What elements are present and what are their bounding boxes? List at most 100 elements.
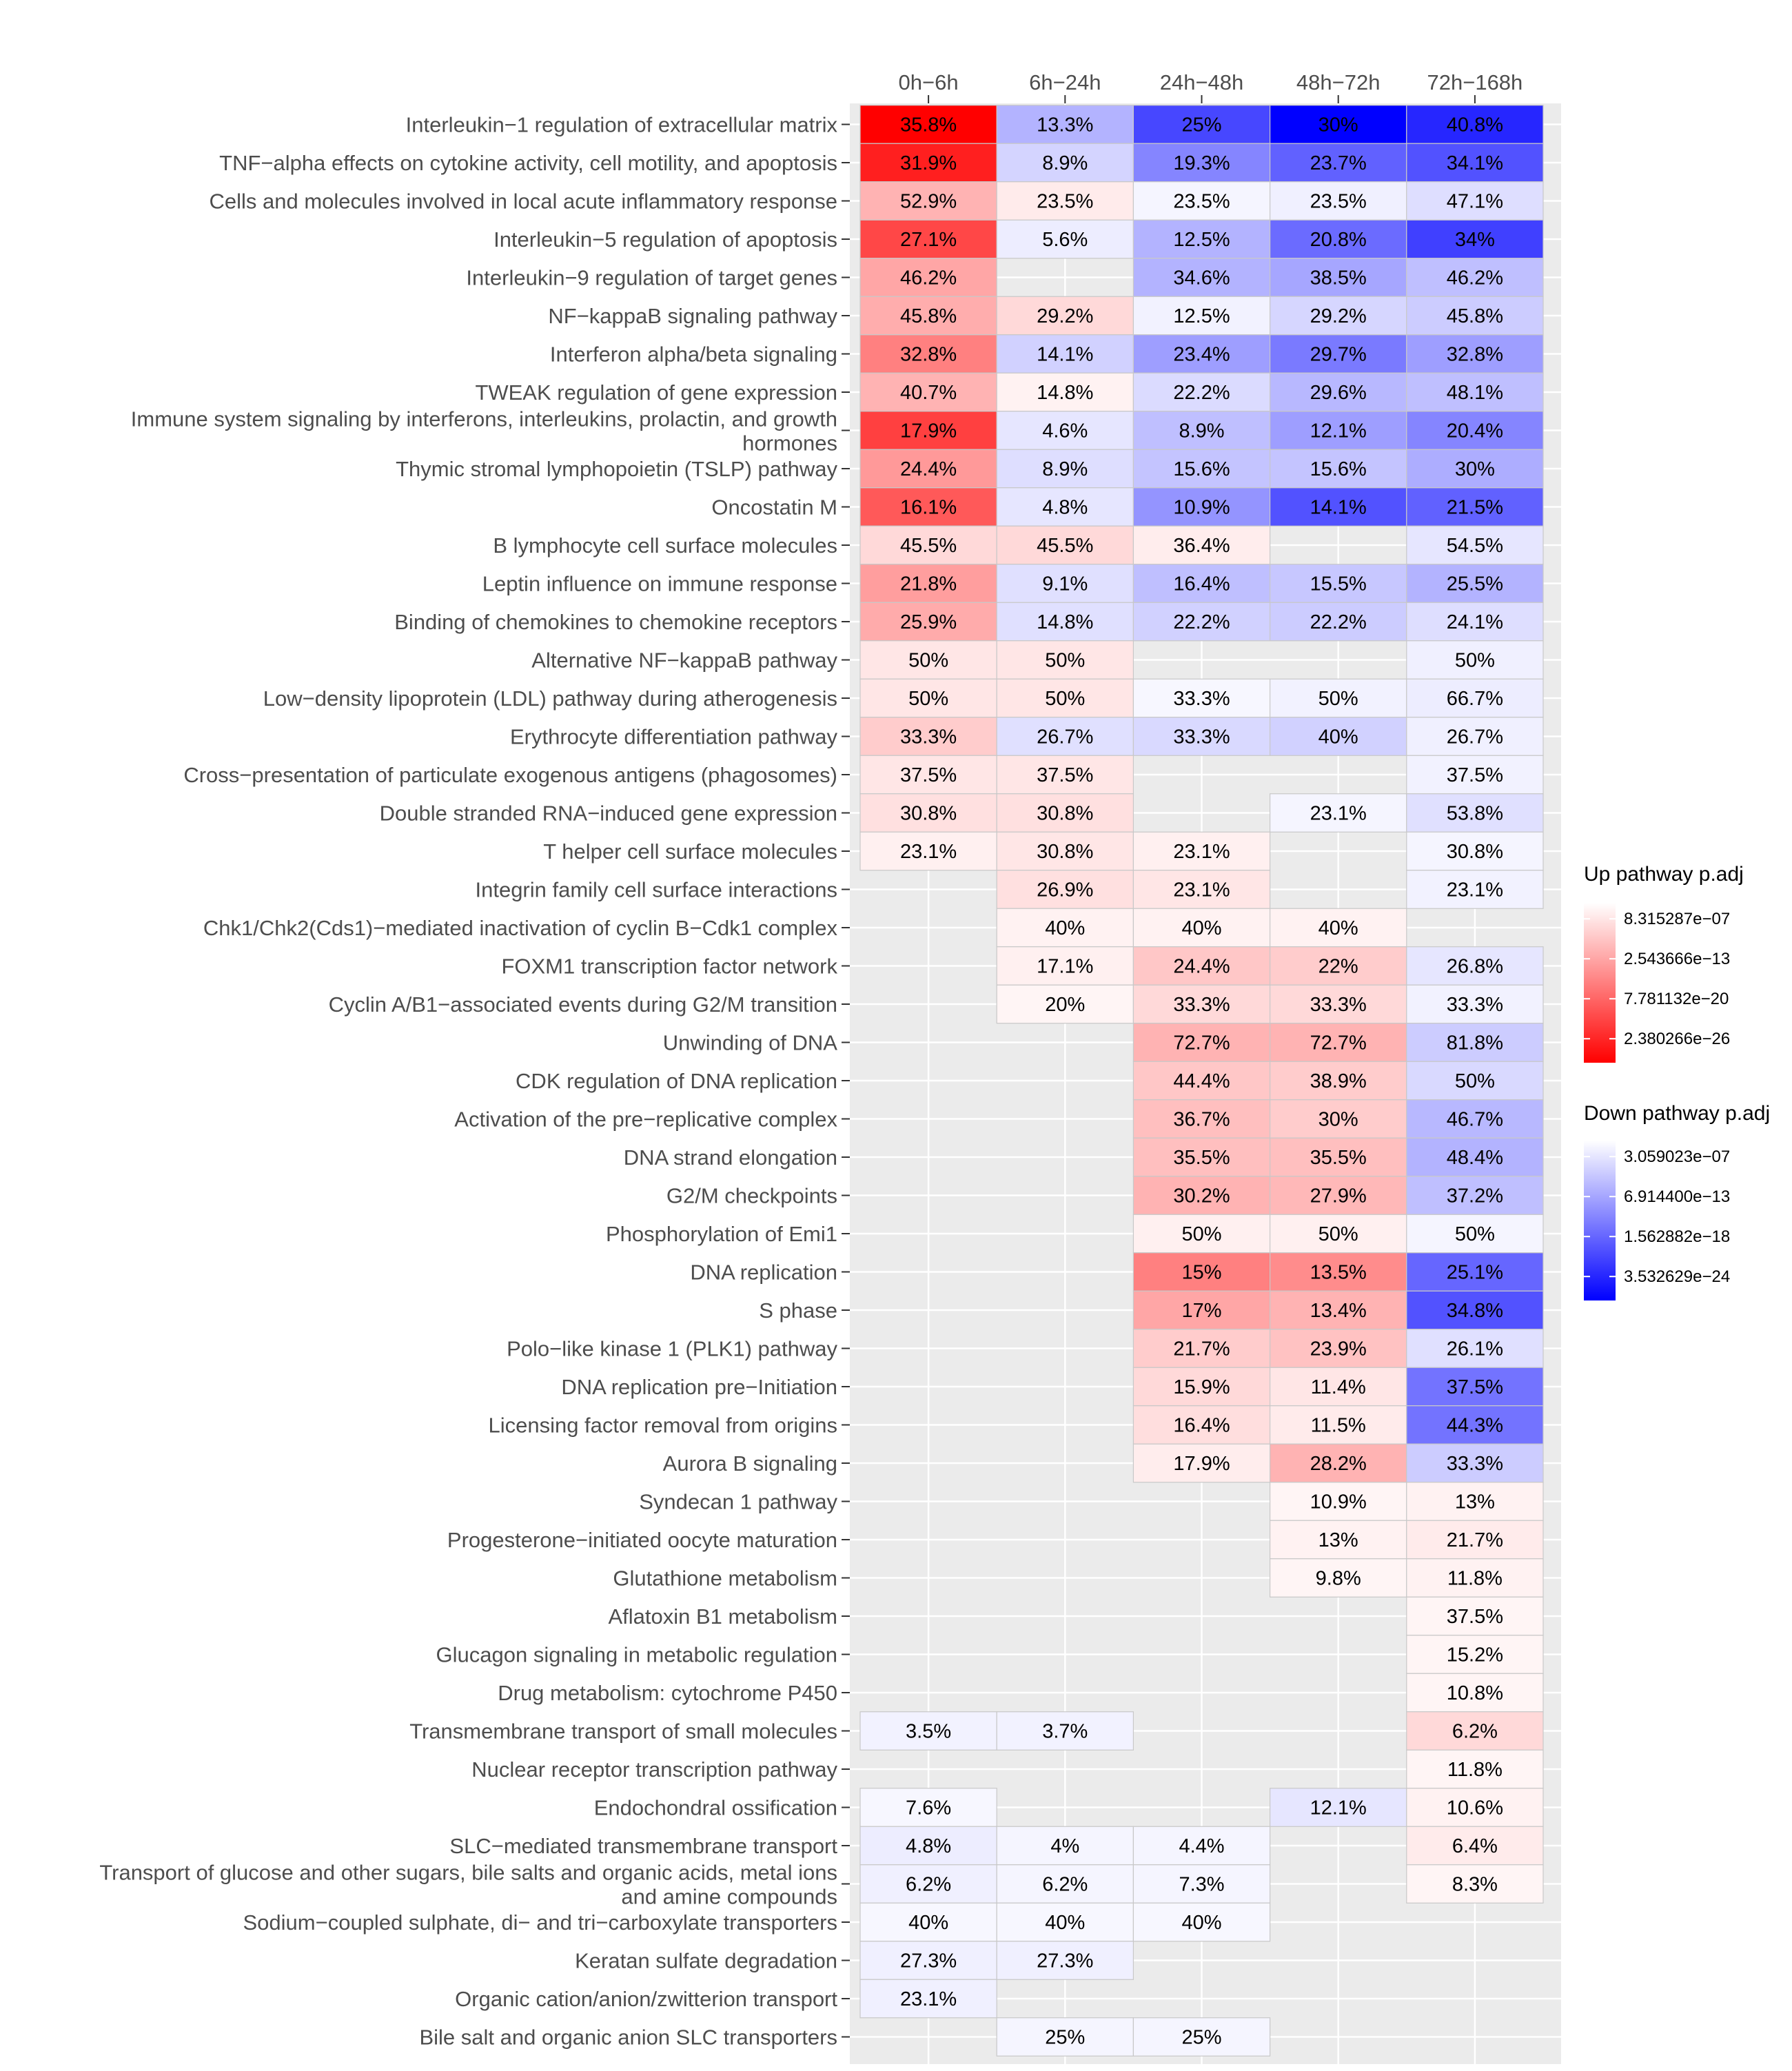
row-label-line: Transport of glucose and other sugars, b… (99, 1861, 837, 1885)
heatmap-cell (859, 334, 997, 374)
cell-value-label: 24.4% (900, 458, 957, 480)
row-label: Cyclin A/B1−associated events during G2/… (329, 992, 837, 1017)
cell-value-label: 21.7% (1447, 1529, 1503, 1551)
heatmap-cell (859, 831, 997, 871)
heatmap-cell (1406, 1711, 1544, 1751)
cell-value-label: 27.9% (1310, 1185, 1367, 1207)
cell-value-label: 54.5% (1447, 535, 1503, 557)
heatmap-cell (1406, 1864, 1544, 1904)
cell-value-label: 21.5% (1447, 497, 1503, 519)
cell-value-label: 53.8% (1447, 803, 1503, 825)
cell-value-label: 11.8% (1447, 1759, 1503, 1781)
heatmap-cell (1269, 602, 1407, 642)
row-label: Unwinding of DNA (663, 1031, 838, 1055)
cell-value-label: 13.3% (1037, 114, 1093, 136)
cell-value-label: 27.3% (900, 1950, 957, 1972)
cell-value-label: 10.9% (1310, 1491, 1367, 1513)
heatmap-cell (1269, 564, 1407, 603)
heatmap-cell (1406, 525, 1544, 565)
heatmap-cell (1132, 1367, 1271, 1407)
cell-value-label: 52.9% (900, 191, 957, 213)
heatmap-cell (996, 640, 1134, 680)
heatmap-cell (1406, 793, 1544, 833)
cell-value-label: 22.2% (1173, 611, 1230, 633)
cell-value-label: 33.3% (1173, 688, 1230, 710)
heatmap-cell (996, 908, 1134, 948)
cell-value-label: 10.8% (1447, 1682, 1503, 1704)
row-label: Cells and molecules involved in local ac… (209, 190, 837, 214)
heatmap-cell (1269, 1290, 1407, 1330)
heatmap-cell (859, 181, 997, 221)
cell-value-label: 23.4% (1173, 344, 1230, 366)
cell-value-label: 37.5% (900, 764, 957, 786)
cell-value-label: 7.3% (1179, 1874, 1224, 1896)
cell-value-label: 13% (1455, 1491, 1495, 1513)
heatmap-cells: 35.8% 13.3% 25% 30% 40.8% 31.9% 8.9% 19.3% 23.7%… (859, 105, 1544, 2057)
cell-value-label: 30.8% (900, 803, 957, 825)
row-label: Transport of glucose and other sugars, b… (99, 1861, 837, 1909)
cell-value-label: 30.8% (1037, 841, 1093, 863)
heatmap-cell (996, 2017, 1134, 2057)
row-label: NF−kappaB signaling pathway (548, 304, 837, 328)
cell-value-label: 23.9% (1310, 1338, 1367, 1360)
cell-value-label: 20% (1045, 994, 1085, 1016)
heatmap-cell (1132, 1252, 1271, 1292)
heatmap-cell (1269, 1023, 1407, 1062)
row-label: Organic cation/anion/zwitterion transpor… (455, 1987, 837, 2011)
heatmap-cell (1406, 1673, 1544, 1713)
cell-value-label: 8.9% (1042, 458, 1088, 480)
column-label: 24h−48h (1160, 70, 1244, 94)
heatmap-cell (1269, 717, 1407, 756)
cell-value-label: 40% (1045, 917, 1085, 939)
heatmap-cell (996, 411, 1134, 450)
legend-colorbar (1584, 1141, 1616, 1300)
cell-value-label: 50% (1455, 650, 1495, 672)
cell-value-label: 6.2% (906, 1874, 951, 1896)
heatmap-cell (996, 717, 1134, 756)
row-label: Alternative NF−kappaB pathway (531, 649, 837, 673)
heatmap-cell (859, 755, 997, 795)
cell-value-label: 23.1% (1173, 879, 1230, 901)
cell-value-label: 25% (1045, 2027, 1085, 2049)
heatmap-cell (1132, 258, 1271, 297)
heatmap-cell (1132, 1405, 1271, 1445)
row-label: B lymphocyte cell surface molecules (493, 533, 837, 558)
heatmap-cell (1406, 755, 1544, 795)
heatmap-cell (996, 181, 1134, 221)
cell-value-label: 37.5% (1447, 764, 1503, 786)
row-label: Oncostatin M (711, 496, 837, 520)
cell-value-label: 17.9% (1173, 1453, 1230, 1475)
cell-value-label: 10.6% (1447, 1797, 1503, 1819)
heatmap-cell (1269, 1558, 1407, 1598)
heatmap-cell (1406, 181, 1544, 221)
cell-value-label: 34.6% (1173, 267, 1230, 289)
heatmap-cell (1406, 602, 1544, 642)
heatmap-cell (859, 372, 997, 412)
heatmap-cell (859, 793, 997, 833)
cell-value-label: 28.2% (1310, 1453, 1367, 1475)
cell-value-label: 30% (1318, 114, 1358, 136)
row-label: Nuclear receptor transcription pathway (471, 1757, 837, 1782)
cell-value-label: 4.4% (1179, 1835, 1224, 1857)
heatmap-cell (859, 1826, 997, 1866)
heatmap-cell (1269, 449, 1407, 489)
cell-value-label: 4.8% (906, 1835, 951, 1857)
cell-value-label: 40% (1045, 1912, 1085, 1934)
cell-value-label: 40.7% (900, 382, 957, 404)
row-label: Keratan sulfate degradation (575, 1949, 837, 1973)
cell-value-label: 46.2% (1447, 267, 1503, 289)
cell-value-label: 29.2% (1310, 305, 1367, 327)
row-label: Licensing factor removal from origins (488, 1414, 837, 1438)
row-label: DNA strand elongation (624, 1145, 837, 1170)
cell-value-label: 50% (1318, 1223, 1358, 1245)
cell-value-label: 11.8% (1447, 1568, 1503, 1590)
row-label: Double stranded RNA−induced gene express… (380, 802, 837, 826)
cell-value-label: 50% (1455, 1070, 1495, 1092)
heatmap-cell (1406, 372, 1544, 412)
row-label: Low−density lipoprotein (LDL) pathway du… (263, 686, 837, 711)
cell-value-label: 5.6% (1042, 229, 1088, 251)
cell-value-label: 45.8% (900, 305, 957, 327)
cell-value-label: 50% (908, 650, 948, 672)
heatmap-cell (859, 143, 997, 183)
cell-value-label: 40.8% (1447, 114, 1503, 136)
